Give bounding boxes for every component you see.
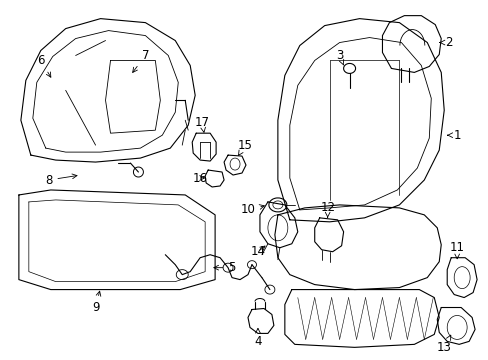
Text: 6: 6: [37, 54, 51, 77]
Text: 15: 15: [237, 139, 252, 155]
Text: 4: 4: [254, 328, 261, 348]
Text: 9: 9: [92, 291, 101, 314]
Text: 7: 7: [132, 49, 149, 72]
Text: 16: 16: [192, 171, 207, 185]
Text: 3: 3: [335, 49, 343, 65]
Text: 10: 10: [240, 203, 264, 216]
Text: 14: 14: [250, 245, 265, 258]
Text: 5: 5: [213, 261, 235, 274]
Text: 2: 2: [439, 36, 452, 49]
Text: 11: 11: [449, 241, 464, 259]
Text: 1: 1: [447, 129, 460, 142]
Text: 12: 12: [320, 201, 334, 217]
Text: 8: 8: [45, 174, 77, 186]
Text: 17: 17: [194, 116, 209, 132]
Text: 13: 13: [436, 335, 451, 354]
